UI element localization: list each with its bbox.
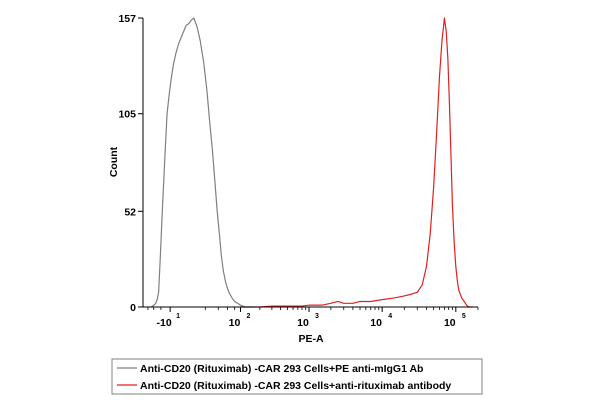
x-ticks: -10 1 10 2 10 3 10 4 10 5: [147, 307, 479, 329]
y-tick-label-1: 52: [124, 206, 136, 218]
x-tick-exponent-0: 1: [176, 313, 180, 320]
y-tick-label-0: 0: [130, 302, 136, 314]
series-line-1: [240, 17, 473, 308]
series-line-0: [150, 17, 252, 308]
plot-lines: [150, 17, 473, 308]
x-tick-exponent-4: 5: [462, 313, 466, 320]
x-tick-exponent-3: 4: [388, 313, 392, 320]
legend-box: [111, 358, 483, 395]
legend: Anti-CD20 (Rituximab) -CAR 293 Cells+PE …: [111, 358, 483, 395]
y-tick-label-2: 105: [118, 109, 136, 121]
legend-label-0: Anti-CD20 (Rituximab) -CAR 293 Cells+PE …: [140, 363, 423, 375]
x-tick-label-0: -10: [157, 317, 172, 329]
legend-label-1: Anti-CD20 (Rituximab) -CAR 293 Cells+ant…: [140, 380, 451, 392]
x-tick-label-2: 10: [297, 317, 309, 329]
x-tick-label-4: 10: [444, 317, 456, 329]
x-tick-exponent-2: 3: [315, 313, 319, 320]
x-tick-label-1: 10: [229, 317, 241, 329]
axes: [142, 18, 478, 308]
y-ticks: 0 52 105 157: [118, 13, 143, 314]
y-tick-label-3: 157: [118, 13, 136, 25]
x-tick-exponent-1: 2: [247, 313, 251, 320]
y-axis-title: Count: [108, 146, 120, 177]
x-tick-label-3: 10: [370, 317, 382, 329]
x-axis-title: PE-A: [298, 333, 324, 345]
